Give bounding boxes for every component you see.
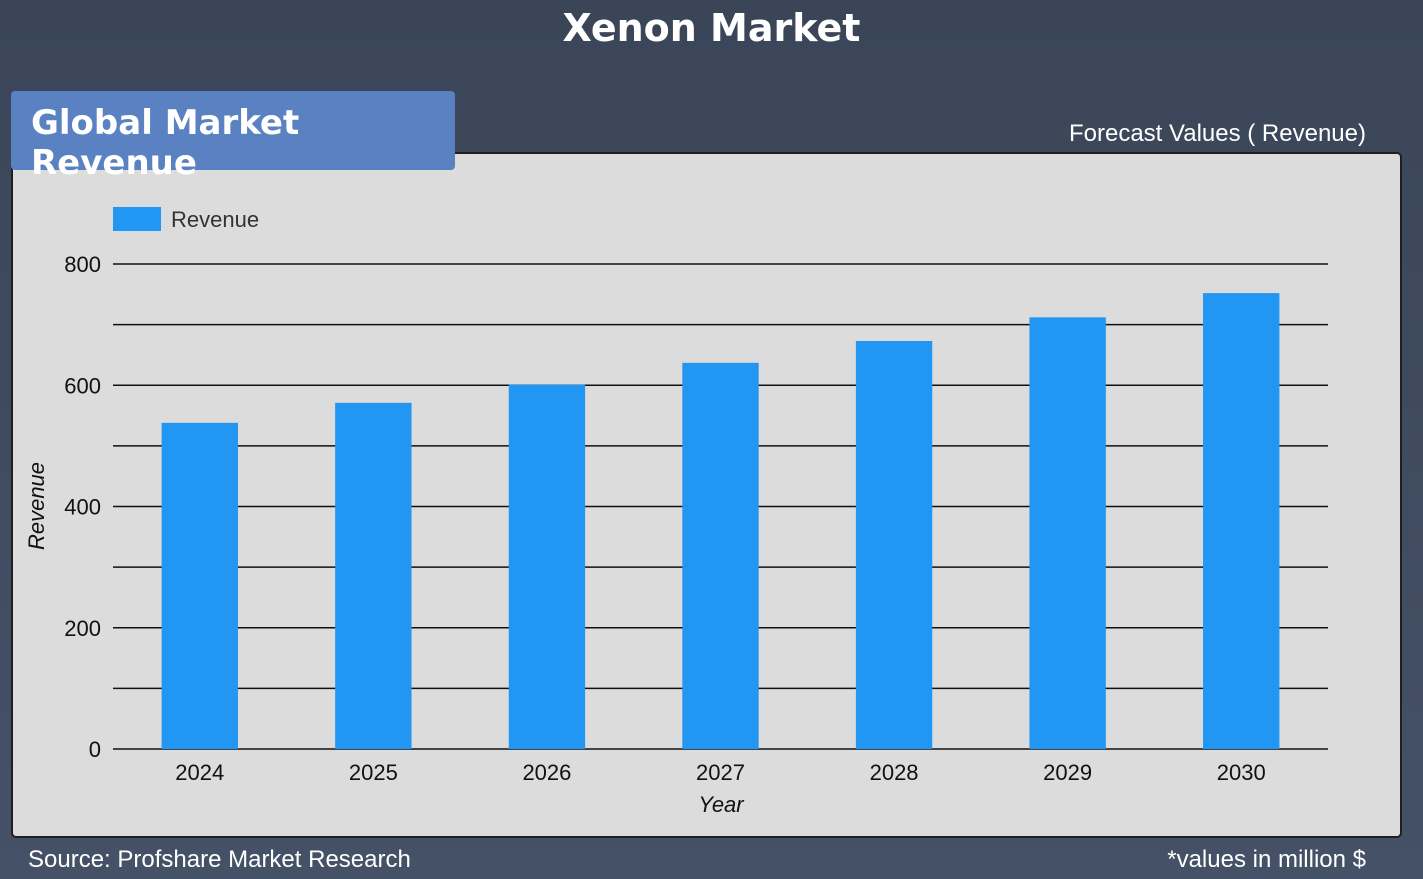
legend-label: Revenue xyxy=(171,207,259,232)
bar-series xyxy=(161,293,1280,749)
chart-title: Xenon Market xyxy=(562,6,861,50)
y-axis-ticks: 0 200 400 600 800 xyxy=(64,252,101,762)
x-tick-label: 2028 xyxy=(870,760,919,785)
bar-2028 xyxy=(855,340,933,749)
units-note: *values in million $ xyxy=(1167,846,1366,873)
y-tick-label: 200 xyxy=(64,616,101,641)
bar-2029 xyxy=(1029,317,1106,749)
forecast-label: Forecast Values ( Revenue) xyxy=(1068,120,1366,147)
x-tick-label: 2025 xyxy=(349,760,398,785)
x-tick-label: 2024 xyxy=(175,760,224,785)
bar-2030 xyxy=(1203,293,1280,749)
bar-2025 xyxy=(335,402,412,749)
bar-2024 xyxy=(161,422,238,749)
x-tick-label: 2030 xyxy=(1217,760,1266,785)
y-tick-label: 600 xyxy=(64,373,101,398)
source-note: Source: Profshare Market Research xyxy=(28,846,411,873)
bar-2027 xyxy=(682,362,759,749)
x-tick-label: 2027 xyxy=(696,760,745,785)
y-tick-label: 800 xyxy=(64,252,101,277)
y-tick-label: 0 xyxy=(89,737,101,762)
y-tick-label: 400 xyxy=(64,495,101,520)
legend-swatch xyxy=(113,207,161,231)
x-axis-title: Year xyxy=(698,792,745,817)
x-tick-label: 2029 xyxy=(1043,760,1092,785)
y-axis-title: Revenue xyxy=(24,462,49,550)
x-tick-label: 2026 xyxy=(522,760,571,785)
panel-tag: Global Market Revenue xyxy=(11,91,455,183)
bar-2026 xyxy=(508,384,586,749)
x-axis-ticks: 2024 2025 2026 2027 2028 2029 2030 xyxy=(175,760,1265,785)
